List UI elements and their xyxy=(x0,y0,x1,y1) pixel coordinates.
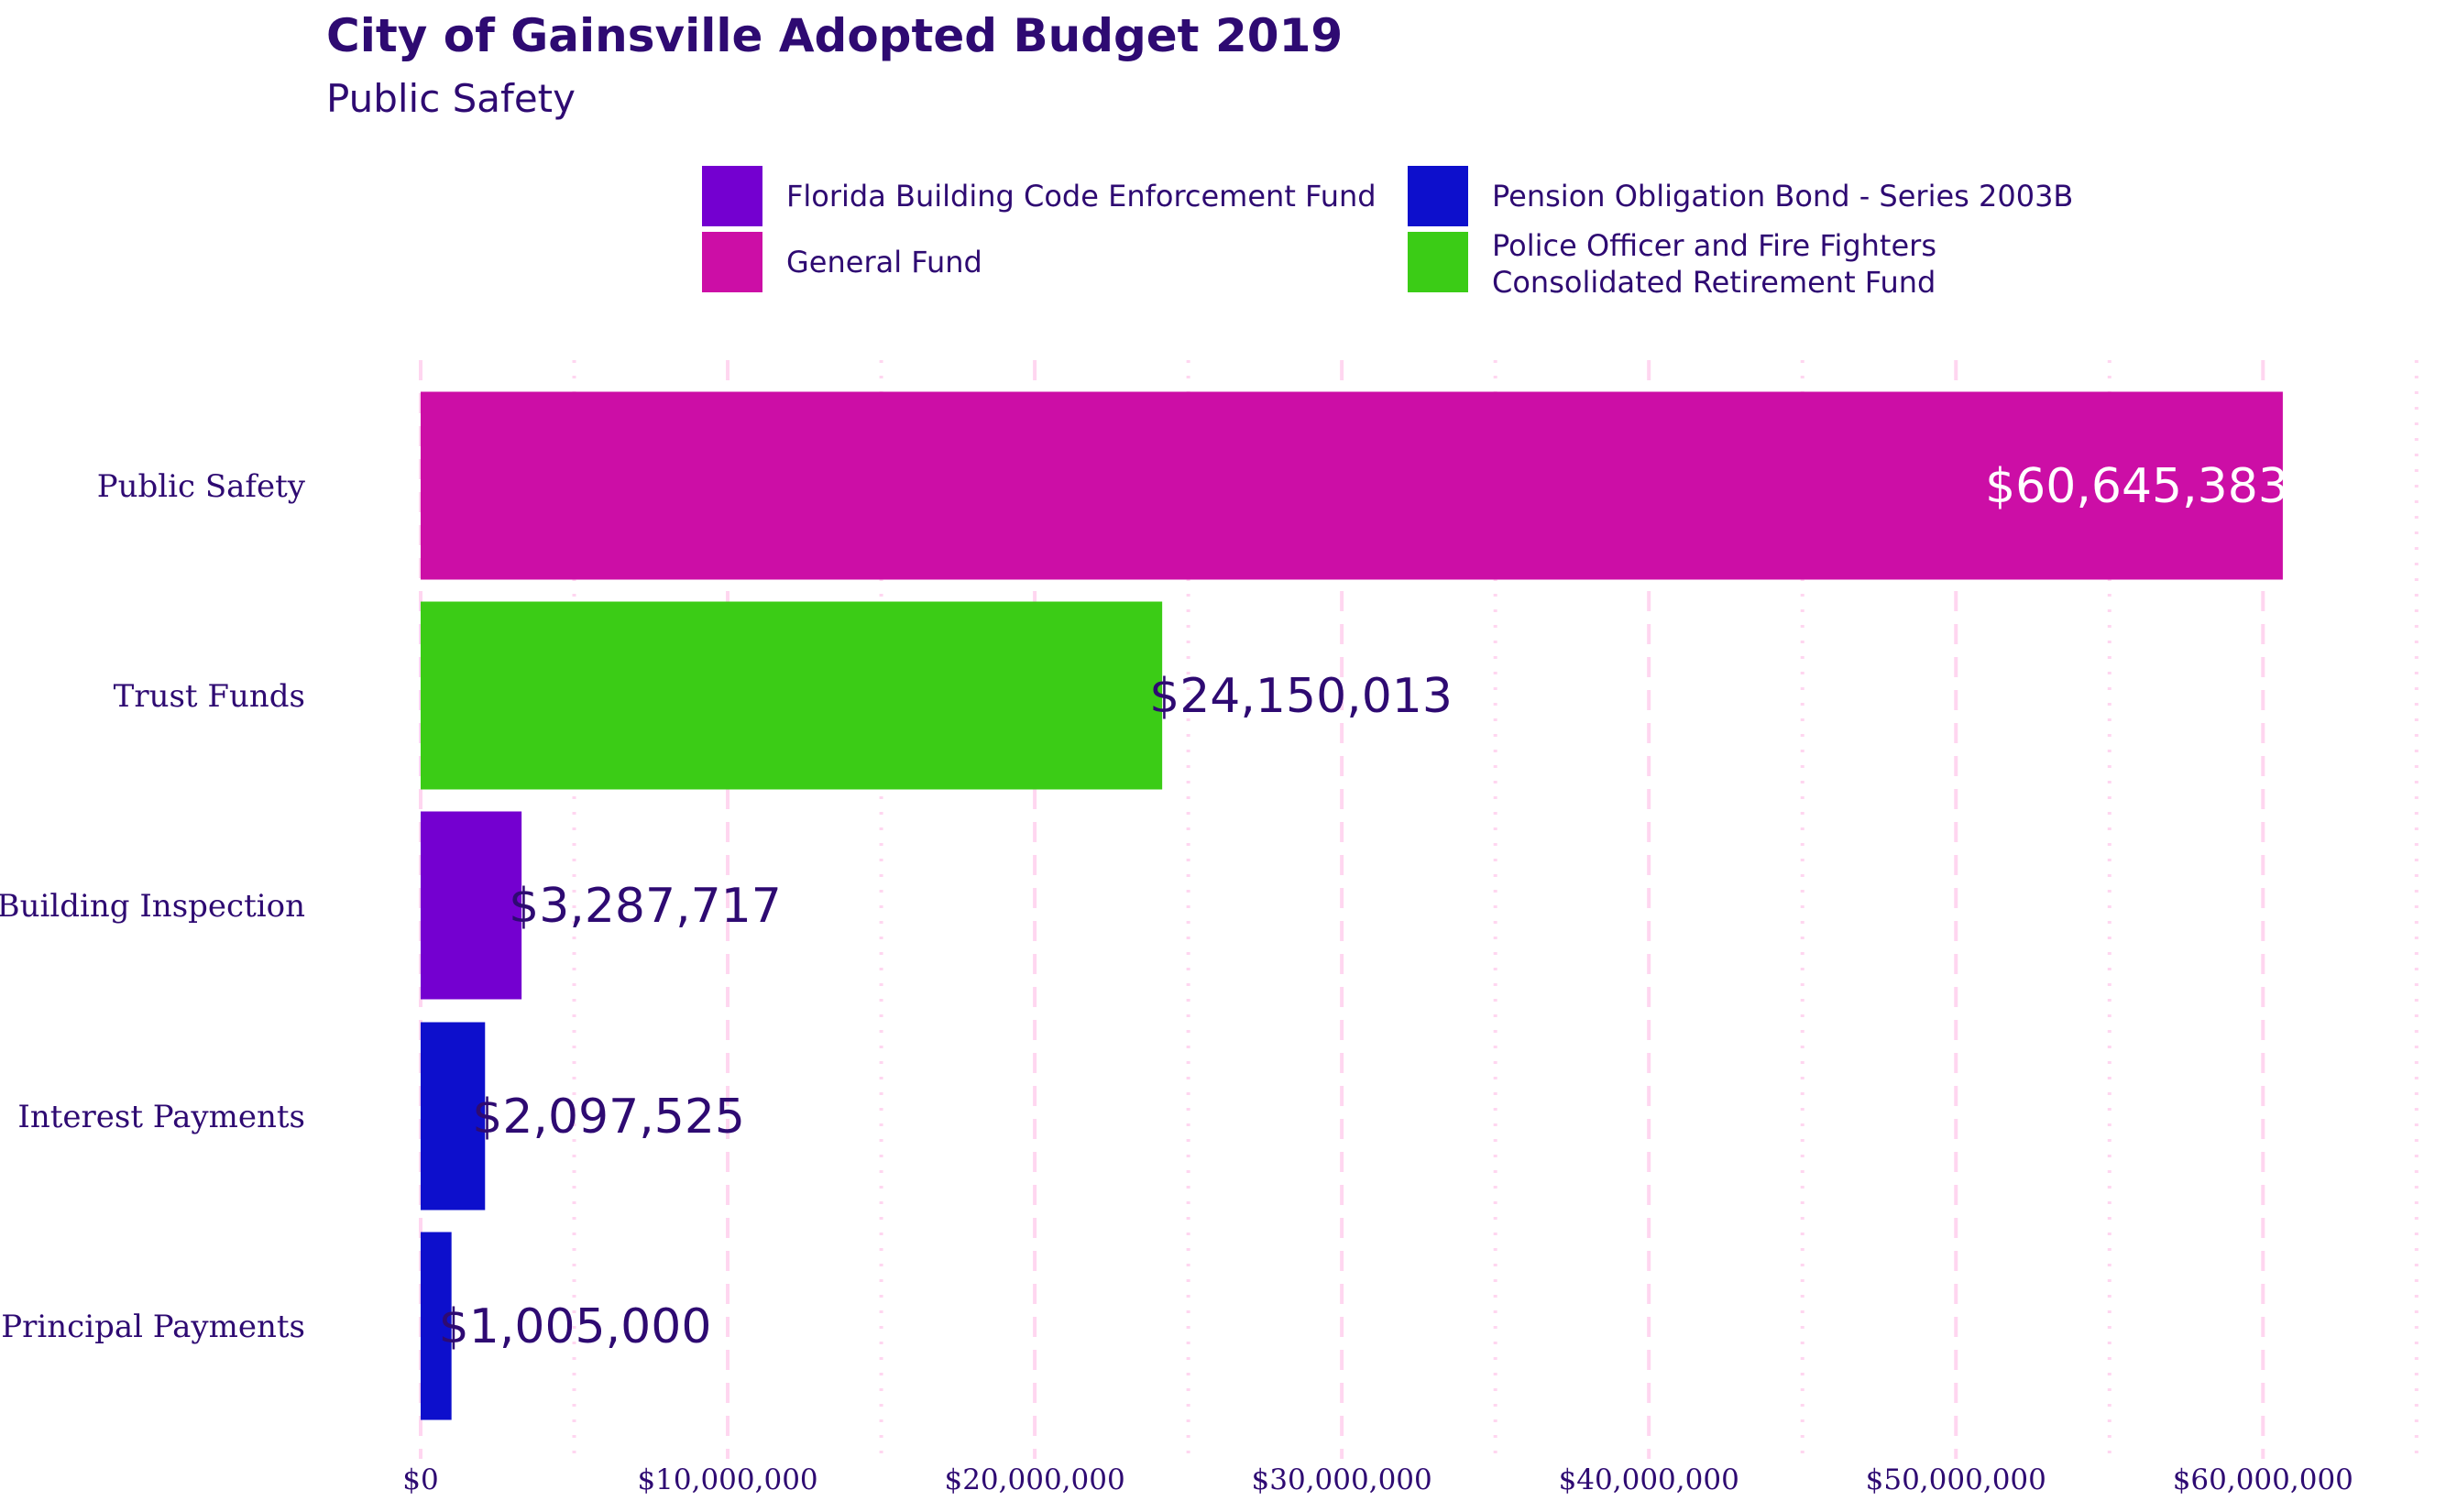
legend: Florida Building Code Enforcement Fund Ge… xyxy=(702,166,2073,300)
legend-label: Florida Building Code Enforcement Fund xyxy=(786,179,1377,214)
x-tick-label: $20,000,000 xyxy=(944,1463,1124,1496)
bar-trust-funds xyxy=(421,601,1163,790)
x-tick-label: $60,000,000 xyxy=(2173,1463,2353,1496)
category-label: Trust Funds xyxy=(114,678,305,715)
value-label: $2,097,525 xyxy=(472,1090,745,1145)
x-tick-label: $50,000,000 xyxy=(1866,1463,2046,1496)
value-axis: $0 $10,000,000 $20,000,000 $30,000,000 $40,0… xyxy=(402,1463,2353,1496)
bar-principal-payments xyxy=(421,1232,452,1420)
chart-subtitle: Public Safety xyxy=(326,76,576,121)
legend-swatch xyxy=(702,232,762,292)
chart-title: City of Gainsville Adopted Budget 2019 xyxy=(326,9,1343,62)
category-axis: Public Safety Trust Funds Building Inspect… xyxy=(0,468,306,1345)
category-label: Principal Payments xyxy=(1,1309,305,1345)
value-label: $60,645,383 xyxy=(1985,459,2288,514)
legend-swatch xyxy=(1408,166,1468,226)
category-label: Interest Payments xyxy=(17,1099,305,1135)
x-tick-label: $30,000,000 xyxy=(1252,1463,1432,1496)
legend-label: General Fund xyxy=(786,245,982,279)
value-label: $3,287,717 xyxy=(509,879,782,934)
category-label: Building Inspection xyxy=(0,888,305,925)
legend-swatch xyxy=(702,166,762,226)
bar-public-safety xyxy=(421,391,2283,580)
legend-label: Police Officer and Fire Fighters Consolid… xyxy=(1492,228,1936,300)
x-tick-label: $10,000,000 xyxy=(637,1463,817,1496)
value-label: $1,005,000 xyxy=(439,1299,712,1354)
bars xyxy=(421,391,2283,1420)
bar-building-inspection xyxy=(421,811,522,1000)
value-labels: $60,645,383 $24,150,013 $3,287,717 $2,097,5… xyxy=(439,459,2288,1354)
legend-label: Pension Obligation Bond - Series 2003B xyxy=(1492,179,2073,214)
category-label: Public Safety xyxy=(97,468,306,505)
legend-swatch xyxy=(1408,232,1468,292)
x-tick-label: $0 xyxy=(402,1463,438,1496)
value-label: $24,150,013 xyxy=(1149,669,1453,724)
x-tick-label: $40,000,000 xyxy=(1559,1463,1739,1496)
bar-interest-payments xyxy=(421,1022,486,1211)
